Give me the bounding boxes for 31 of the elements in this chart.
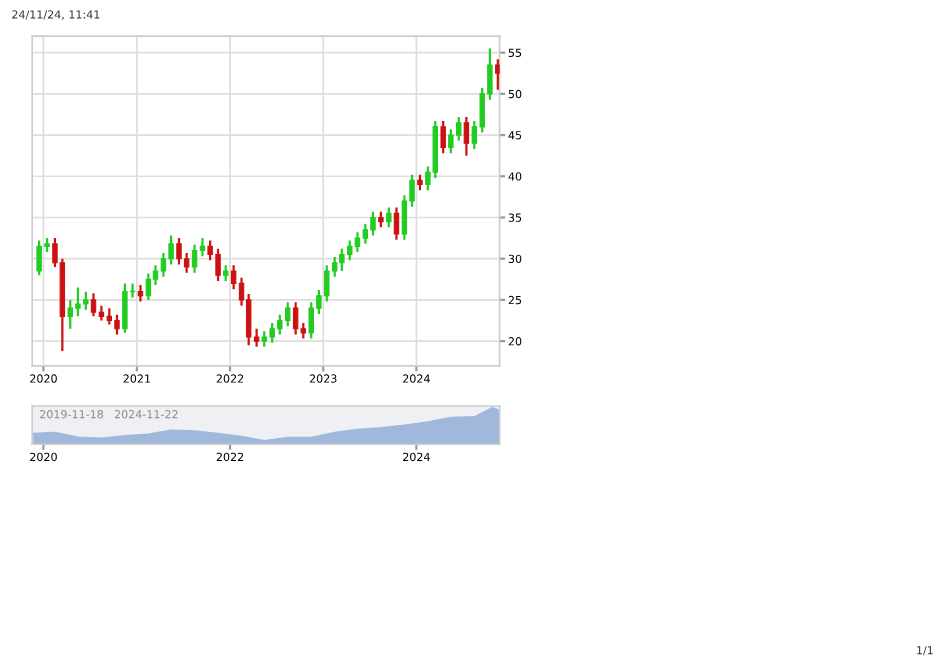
candlestick <box>183 251 190 274</box>
candlestick <box>386 206 392 229</box>
candlestick <box>354 231 361 254</box>
candlestick <box>67 298 73 330</box>
candlestick <box>277 313 283 336</box>
candlestick <box>137 283 144 303</box>
candlestick <box>90 292 97 318</box>
candlestick <box>36 239 42 277</box>
candlestick <box>463 115 470 157</box>
candlestick <box>448 128 454 155</box>
candlestick <box>456 115 462 142</box>
candlestick <box>292 301 299 336</box>
candlestick <box>122 282 128 334</box>
candlestick <box>393 206 400 241</box>
candlestick <box>114 313 120 336</box>
candlestick <box>215 247 221 283</box>
candlestick <box>370 210 376 237</box>
candlestick <box>191 243 198 274</box>
candlestick <box>347 239 353 262</box>
candlestick <box>83 290 89 311</box>
candlestick <box>75 286 81 318</box>
candlestick <box>339 247 345 273</box>
candlestick <box>176 236 182 266</box>
candlestick <box>160 251 167 278</box>
candlestick <box>285 301 291 328</box>
candlestick <box>362 222 369 245</box>
candlestick <box>269 321 275 344</box>
candlestick <box>324 264 330 303</box>
candlestick <box>440 119 446 155</box>
candlestick <box>308 301 314 340</box>
candlestick <box>495 58 500 91</box>
